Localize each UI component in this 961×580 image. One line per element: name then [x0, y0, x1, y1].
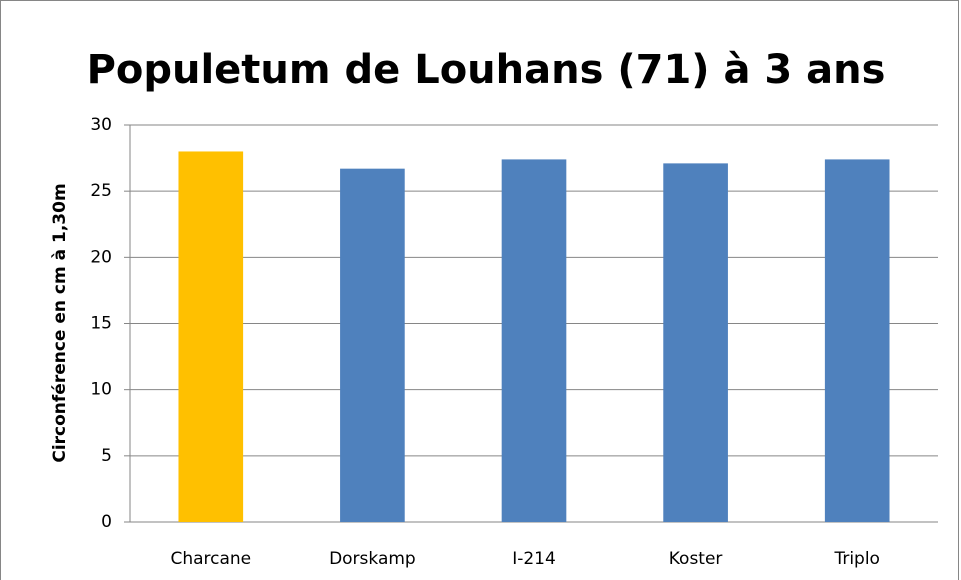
bar [340, 168, 405, 523]
bar [824, 159, 890, 522]
y-tick-label: 15 [90, 314, 112, 334]
y-tick-label: 20 [90, 247, 112, 267]
y-tick-label: 5 [101, 446, 112, 466]
x-tick-label: I-214 [512, 549, 556, 569]
bar [178, 151, 244, 522]
x-tick-label: Triplo [833, 549, 880, 569]
y-axis-label: Circonférence en cm à 1,30m [50, 183, 70, 462]
x-tick-label: Dorskamp [329, 549, 416, 569]
y-tick-label: 0 [101, 512, 112, 532]
chart-title: Populetum de Louhans (71) à 3 ans [87, 47, 886, 93]
bar [501, 159, 567, 522]
y-tick-label: 25 [90, 181, 112, 201]
y-tick-label: 30 [90, 115, 112, 135]
x-tick-label: Koster [669, 549, 723, 569]
y-tick-label: 10 [90, 380, 112, 400]
bar [663, 163, 728, 523]
x-tick-label: Charcane [170, 549, 251, 569]
